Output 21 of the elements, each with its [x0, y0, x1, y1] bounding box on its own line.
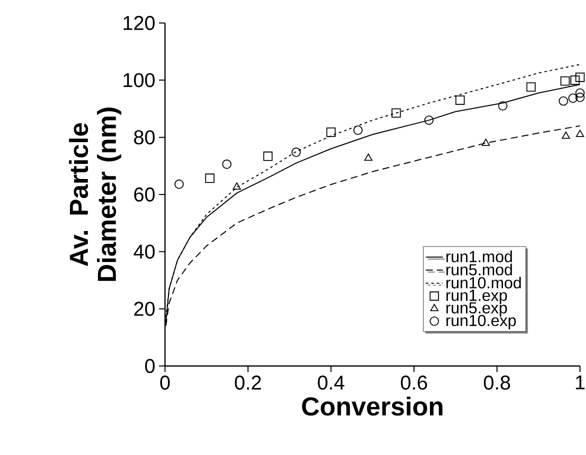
- x-axis-title: Conversion: [302, 396, 442, 416]
- x-tick-label: 0.8: [484, 376, 510, 390]
- y-tick-label: 120: [124, 16, 155, 30]
- y-tick-label: 100: [124, 73, 155, 88]
- legend-label: run1.exp: [446, 290, 507, 304]
- x-tick-label: 0: [160, 376, 170, 390]
- y-tick-label: 60: [134, 187, 155, 202]
- legend-label: run5.exp: [446, 302, 507, 317]
- x-tick-label: 1: [576, 376, 585, 390]
- legend-label: run10.exp: [446, 314, 516, 330]
- y-tick-label: 40: [134, 244, 155, 259]
- legend-label: run10.mod: [446, 276, 521, 288]
- y-axis-title: Av. Particle Diameter (nm): [69, 108, 122, 281]
- y-tick-label: 20: [134, 302, 155, 316]
- x-tick-label: 0.2: [234, 376, 261, 390]
- y-tick-label: 80: [134, 130, 155, 144]
- x-tick-label: 0.4: [318, 376, 344, 390]
- x-tick-label: 0.6: [400, 376, 428, 390]
- legend-label: run5.mod: [446, 264, 512, 276]
- y-tick-label: 0: [145, 358, 155, 374]
- legend-label: run1.mod: [446, 250, 512, 262]
